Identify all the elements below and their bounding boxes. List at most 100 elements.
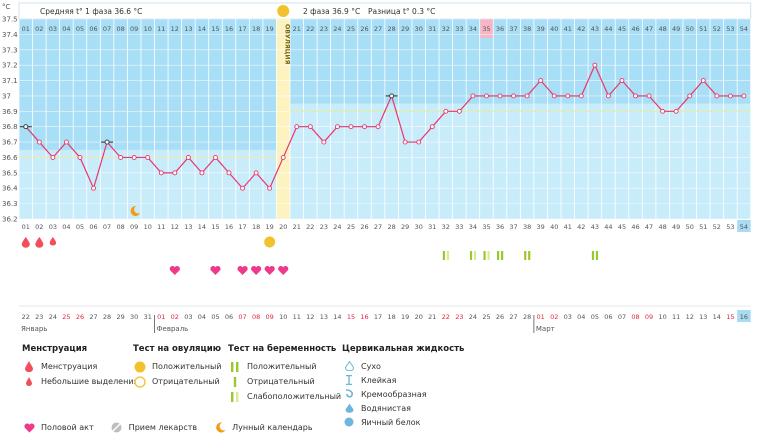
intercourse-heart-icon — [210, 266, 221, 275]
temperature-point — [294, 124, 300, 130]
cycle-day-label: 16 — [225, 25, 233, 33]
date-label: 06 — [225, 313, 233, 321]
cycle-day-label: 34 — [469, 25, 477, 33]
temperature-point — [307, 124, 313, 130]
temperature-chart: °C Средняя t° 1 фаза 36.6 °C 2 фаза 36.9 °… — [2, 2, 752, 333]
legend-item: Положительный — [228, 359, 341, 374]
date-label: 30 — [130, 313, 138, 321]
date-label: 13 — [699, 313, 707, 321]
pregnancy-test-stripe — [469, 251, 473, 260]
cycle-day-axis-label: 02 — [35, 223, 43, 231]
y-tick-label: 37.4 — [2, 31, 18, 39]
pregnancy-test-stripe — [473, 251, 477, 260]
temperature-point — [578, 93, 584, 99]
y-tick-label: 37.2 — [2, 62, 18, 70]
cycle-day-label: 14 — [198, 25, 206, 33]
highlighted-day-cell — [479, 19, 494, 38]
cycle-day-label: 26 — [360, 25, 368, 33]
cycle-day-axis-label: 38 — [523, 223, 531, 231]
cycle-day-axis-label: 49 — [672, 223, 680, 231]
legend-title: Тест на беременность — [228, 344, 337, 354]
sun-outline-icon — [133, 375, 147, 388]
legend-label: Положительный — [152, 362, 222, 371]
date-label: 10 — [658, 313, 666, 321]
moon-icon — [130, 205, 141, 216]
temperature-point — [741, 93, 747, 99]
cycle-day-label: 22 — [306, 25, 314, 33]
temperature-point — [240, 185, 246, 191]
temperature-point — [36, 139, 42, 145]
cycle-day-axis-label: 11 — [157, 223, 165, 231]
cycle-day-label: 32 — [442, 25, 450, 33]
cycle-day-label: 35 — [482, 25, 490, 33]
legend-item: Небольшие выделения — [22, 374, 138, 389]
temperature-point — [253, 170, 259, 176]
y-unit-label: °C — [2, 3, 11, 11]
pregnancy-test-stripe — [595, 251, 599, 260]
legend-item: Яичный белок — [342, 415, 464, 429]
temperature-point — [687, 93, 693, 99]
legend-title: Цервикальная жидкость — [342, 344, 465, 354]
cycle-day-label: 48 — [658, 25, 666, 33]
temperature-point — [633, 93, 638, 99]
legend-label: Кремообразная — [361, 389, 427, 399]
y-tick-label: 36.6 — [2, 154, 18, 162]
cycle-day-axis-label: 17 — [238, 223, 246, 231]
date-label: 15 — [347, 313, 355, 321]
temperature-point — [50, 155, 56, 160]
cycle-day-label: 40 — [550, 25, 558, 33]
intercourse-heart-icon — [264, 266, 275, 275]
temperature-point — [362, 124, 367, 130]
temperature-point — [605, 93, 611, 99]
menstruation-drop-icon — [35, 237, 44, 248]
date-label: 20 — [415, 313, 423, 321]
cycle-day-label: 41 — [564, 25, 572, 33]
cycle-day-label: 54 — [740, 25, 748, 33]
cycle-day-label: 08 — [116, 25, 124, 33]
date-label: 25 — [482, 313, 490, 321]
cycle-day-axis-label: 05 — [76, 223, 84, 231]
temperature-point — [700, 78, 706, 83]
legend-bottom: Половой акт Прием лекарств Лунный календ… — [22, 420, 313, 435]
date-label: 24 — [469, 313, 477, 321]
cycle-day-label: 04 — [62, 25, 70, 33]
temperature-point — [91, 185, 96, 191]
cycle-day-label: 18 — [252, 25, 260, 33]
temperature-point — [77, 155, 83, 160]
cycle-day-axis-label: 31 — [428, 223, 436, 231]
temperature-point — [185, 155, 191, 160]
cycle-day-axis-label: 14 — [198, 223, 206, 231]
date-label: 03 — [184, 313, 192, 321]
temperature-point — [456, 108, 462, 114]
date-label: 02 — [171, 313, 179, 321]
pregnancy-test-stripe — [528, 251, 531, 260]
legend-pregnancy-test: Тест на беременность Положительный Отриц… — [228, 344, 341, 404]
legend-item: Отрицательный — [133, 374, 221, 389]
ovulation-test-positive-icon — [264, 236, 276, 248]
temperature-point — [484, 93, 489, 99]
temperature-point — [646, 93, 652, 99]
cycle-day-axis-label: 43 — [591, 223, 599, 231]
cycle-day-axis-label: 36 — [496, 223, 504, 231]
cycle-day-label: 25 — [347, 25, 355, 33]
legend-label: Яичный белок — [361, 417, 421, 427]
cycle-day-label: 10 — [144, 25, 152, 33]
legend-label: Лунный календарь — [232, 423, 313, 432]
temperature-point — [375, 124, 381, 130]
date-label: 16 — [360, 313, 368, 321]
temperature-point — [348, 124, 354, 130]
drop-icon — [22, 361, 36, 373]
legend-item: Половой акт — [22, 420, 94, 435]
cycle-day-axis-label: 07 — [103, 223, 111, 231]
cycle-day-axis-label: 39 — [537, 223, 545, 231]
cycle-day-axis-label: 32 — [442, 223, 450, 231]
legend-label: Прием лекарств — [128, 423, 198, 432]
date-label: 15 — [726, 313, 734, 321]
temperature-point — [673, 108, 679, 114]
date-label: 28 — [103, 313, 111, 321]
cycle-day-label: 02 — [35, 25, 43, 33]
cycle-day-axis-label: 13 — [184, 223, 192, 231]
cycle-day-label: 33 — [455, 25, 463, 33]
cycle-day-label: 28 — [387, 25, 395, 33]
date-label: 26 — [496, 313, 504, 321]
